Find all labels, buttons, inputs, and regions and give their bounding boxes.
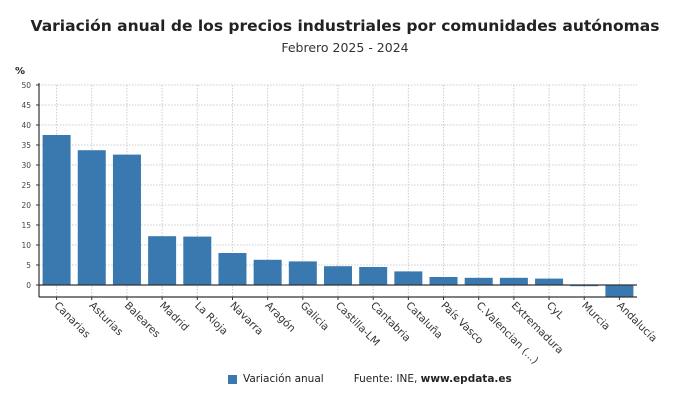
source-site: www.epdata.es (420, 373, 512, 385)
y-tick-label: 35 (21, 141, 31, 150)
y-tick-label: 0 (26, 281, 31, 290)
bar-cyl (535, 278, 564, 285)
x-tick-label: C.Valencian (...) (474, 300, 541, 367)
x-tick-label: Madrid (157, 300, 191, 334)
x-tick-label: Aragón (263, 300, 298, 335)
bar-galicia (288, 261, 317, 285)
legend-swatch (228, 374, 237, 384)
y-tick-label: 20 (21, 201, 31, 210)
x-tick-label: Asturias (87, 300, 126, 339)
bar-pa-s-vasco (429, 277, 458, 285)
y-tick-label: 25 (21, 181, 31, 190)
x-tick-label: Andalucía (614, 300, 659, 345)
x-tick-label: Baleares (122, 300, 163, 341)
source-label: Fuente: INE, (353, 373, 421, 385)
y-tick-label: 50 (21, 81, 31, 90)
x-tick-label: Canarias (51, 300, 92, 341)
y-tick-label: 5 (26, 261, 31, 270)
bar-catalu-a (394, 271, 423, 285)
bar-cantabria (359, 267, 388, 285)
x-tick-label: CyL (544, 300, 566, 322)
x-tick-label: La Rioja (192, 300, 230, 338)
legend: Variación anual Fuente: INE, www.epdata.… (228, 373, 512, 385)
bar-arag-n (253, 259, 282, 285)
bar-extremadura (499, 277, 528, 285)
y-axis-label: % (15, 66, 25, 77)
y-tick-label: 45 (21, 101, 31, 110)
y-tick-label: 40 (21, 121, 31, 130)
bar-navarra (218, 253, 247, 285)
chart-subtitle: Febrero 2025 - 2024 (281, 40, 409, 55)
bar-castilla-lm (324, 266, 352, 285)
bar-canarias (42, 135, 71, 285)
x-tick-label: Navarra (227, 300, 265, 338)
bar-la-rioja (183, 236, 212, 285)
source-note: Fuente: INE, www.epdata.es (354, 373, 512, 385)
x-tick-label: Murcia (579, 300, 612, 333)
x-tick-label: Galicia (298, 300, 332, 334)
bar-baleares (112, 154, 141, 285)
bar-asturias (77, 150, 106, 285)
y-tick-label: 30 (21, 161, 31, 170)
y-tick-label: 10 (21, 241, 31, 250)
bar-andaluc-a (605, 285, 634, 298)
legend-label: Variación anual (243, 373, 324, 385)
y-tick-label: 15 (21, 221, 31, 230)
bar-c-valencian- (464, 277, 493, 285)
bar-madrid (148, 236, 177, 285)
chart-title: Variación anual de los precios industria… (30, 17, 660, 35)
